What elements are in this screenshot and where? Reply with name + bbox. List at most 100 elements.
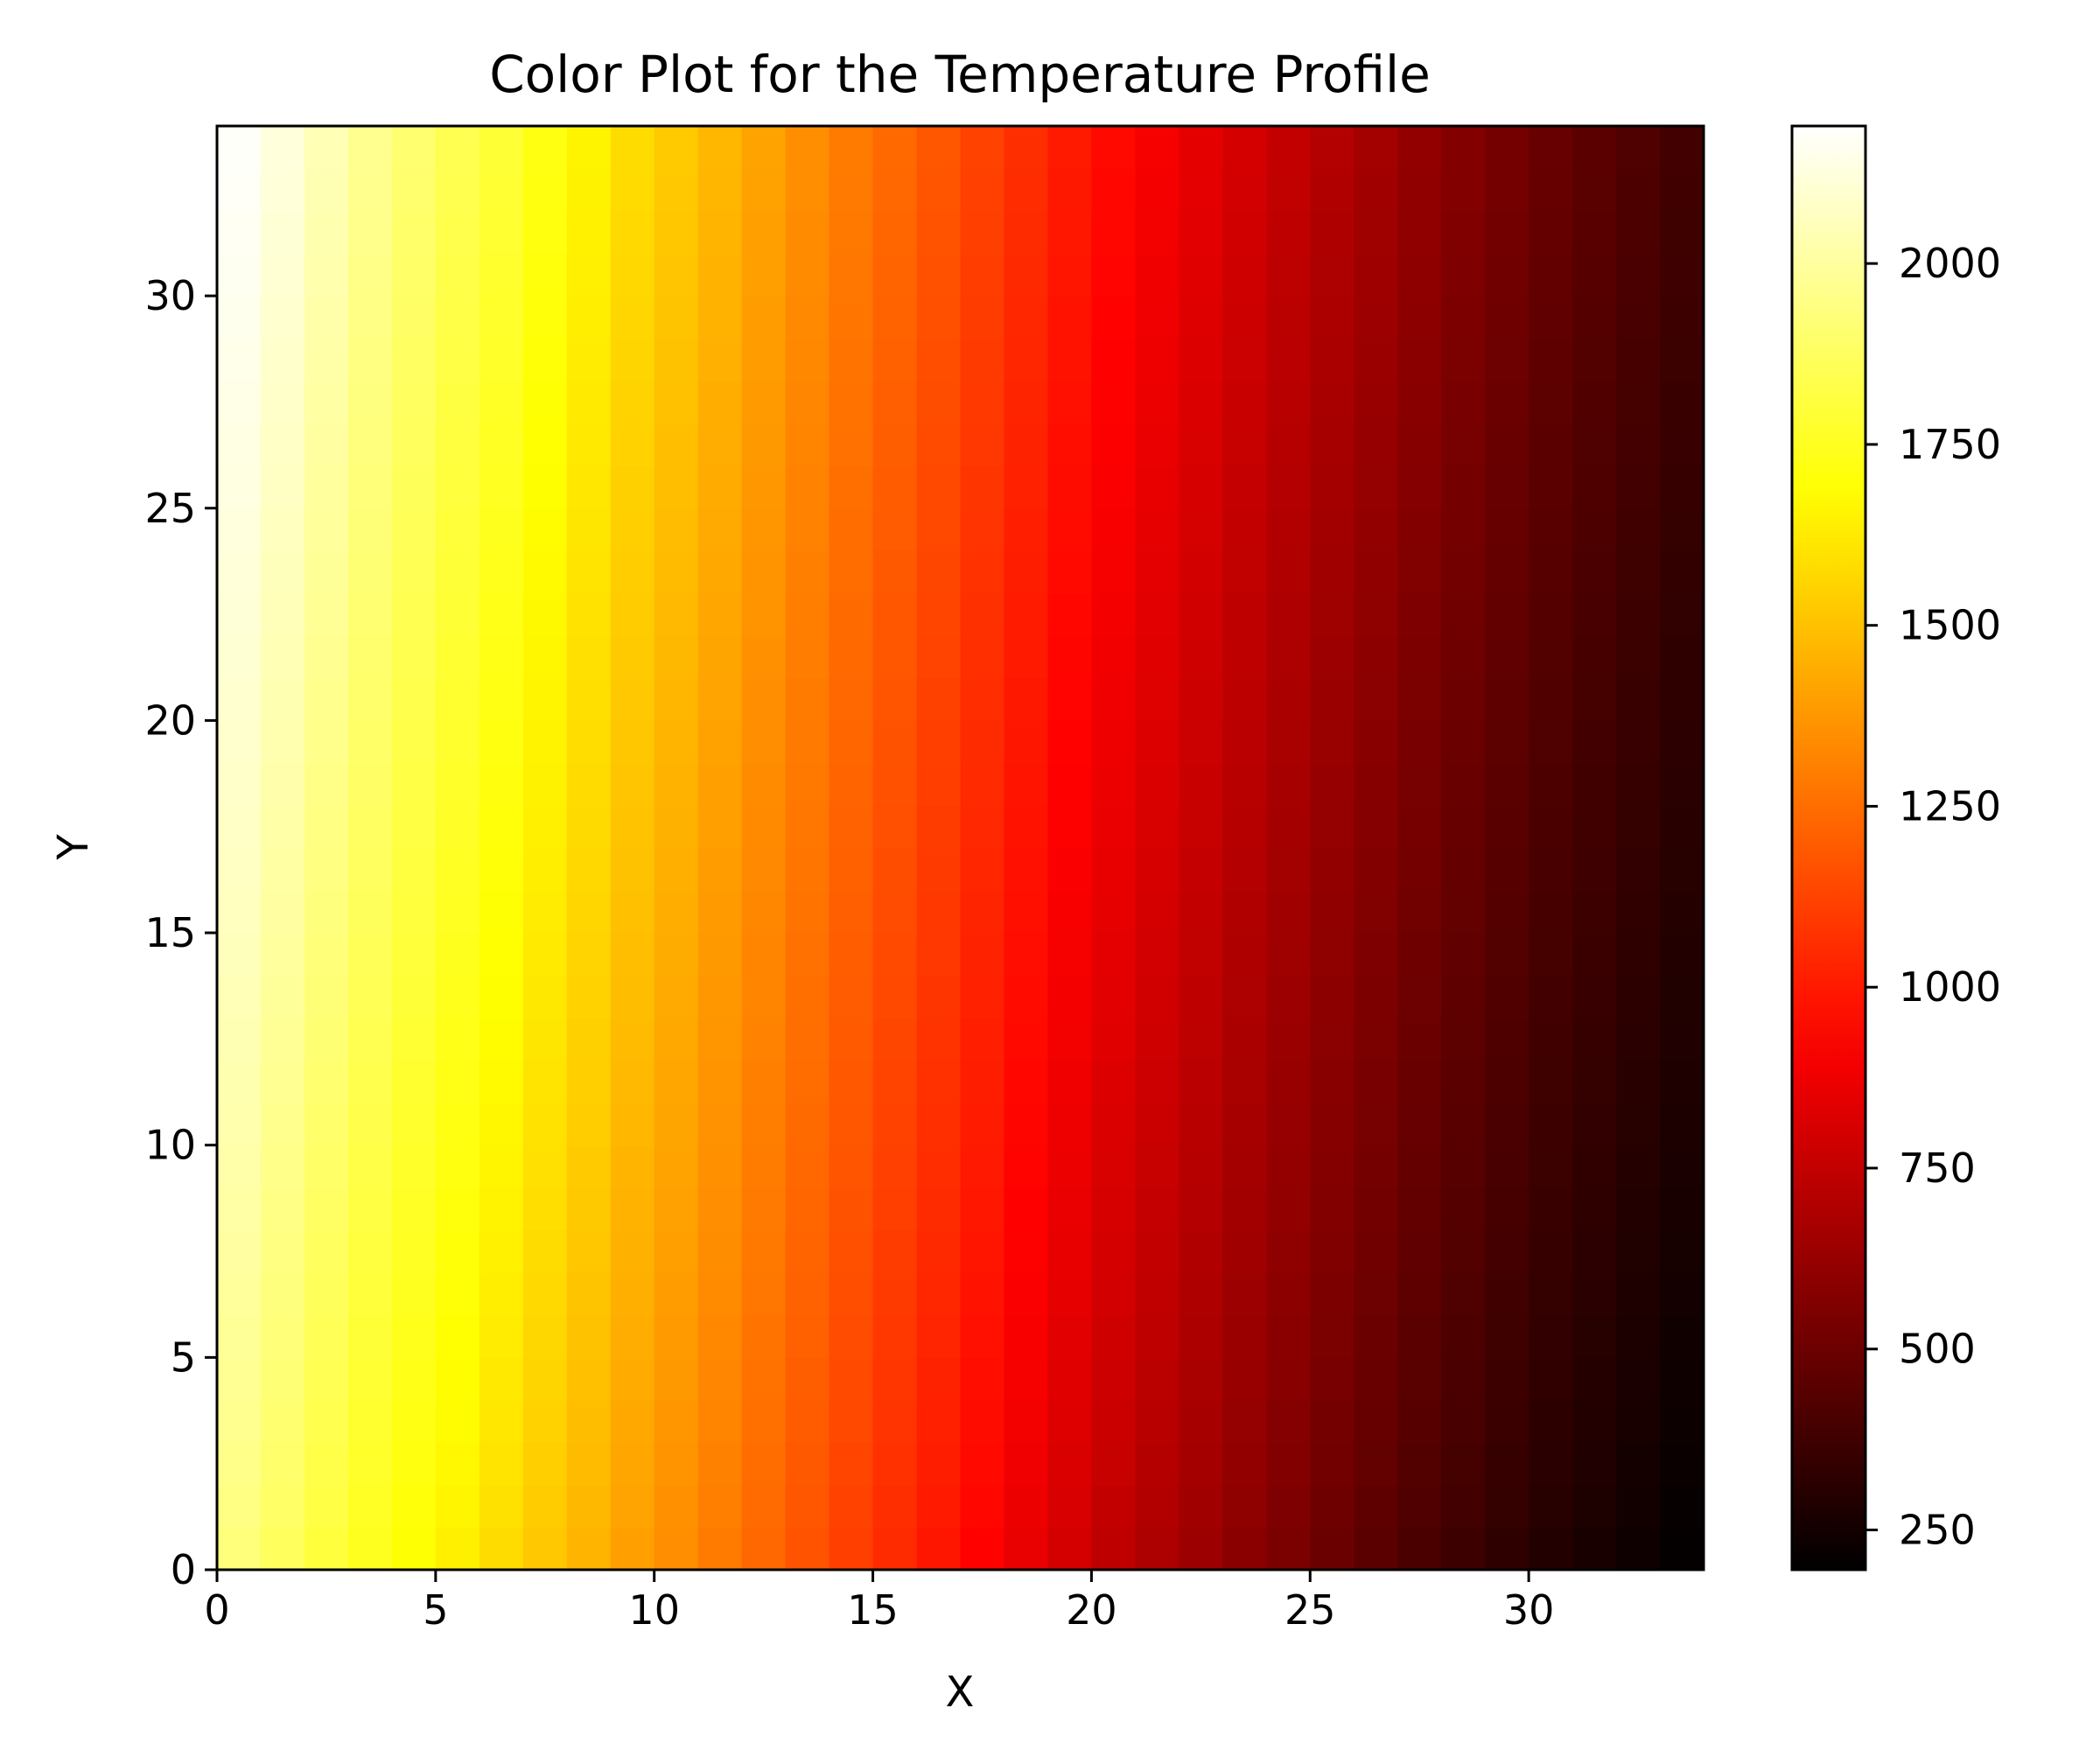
- heatmap-cell: [1529, 381, 1573, 424]
- heatmap-cell: [435, 805, 480, 849]
- heatmap-cell: [1179, 1484, 1223, 1529]
- heatmap-cell: [1441, 423, 1486, 466]
- heatmap-cell: [260, 1442, 305, 1486]
- heatmap-cell: [1354, 1527, 1398, 1571]
- heatmap-cell: [522, 848, 568, 892]
- x-tick-label: 20: [1066, 1586, 1117, 1634]
- heatmap-cell: [1529, 1527, 1573, 1571]
- heatmap-cell: [1397, 211, 1442, 255]
- heatmap-cell: [1572, 1060, 1617, 1103]
- heatmap-cell: [1616, 848, 1661, 892]
- heatmap-cell: [610, 635, 655, 679]
- heatmap-grid: [217, 126, 1704, 1571]
- heatmap-cell: [1485, 805, 1530, 849]
- heatmap-cell: [1616, 1144, 1661, 1188]
- heatmap-cell: [785, 296, 830, 340]
- heatmap-cell: [522, 423, 568, 466]
- heatmap-cell: [1354, 975, 1398, 1018]
- heatmap-cell: [785, 211, 830, 255]
- heatmap-cell: [479, 1229, 524, 1273]
- heatmap-cell: [522, 1357, 568, 1401]
- heatmap-cell: [391, 933, 437, 976]
- heatmap-cell: [1222, 296, 1267, 340]
- heatmap-cell: [1091, 1442, 1136, 1486]
- heatmap-cell: [916, 1144, 962, 1188]
- heatmap-cell: [1529, 466, 1573, 509]
- heatmap-cell: [960, 1144, 1005, 1188]
- heatmap-cell: [654, 1527, 699, 1571]
- heatmap-cell: [1310, 762, 1354, 807]
- heatmap-cell: [960, 1102, 1005, 1146]
- heatmap-cell: [610, 762, 655, 807]
- heatmap-cell: [654, 1018, 699, 1061]
- heatmap-cell: [654, 762, 699, 807]
- heatmap-cell: [916, 805, 962, 849]
- heatmap-cell: [1222, 508, 1267, 551]
- heatmap-cell: [217, 1357, 262, 1401]
- heatmap-cell: [654, 933, 699, 976]
- heatmap-cell: [741, 1527, 787, 1571]
- heatmap-cell: [1529, 338, 1573, 382]
- heatmap-cell: [1135, 296, 1180, 340]
- heatmap-cell: [522, 1527, 568, 1571]
- heatmap-cell: [1572, 381, 1617, 424]
- heatmap-cell: [1441, 253, 1486, 297]
- heatmap-cell: [1004, 1060, 1049, 1103]
- heatmap-cell: [1135, 1187, 1180, 1231]
- heatmap-cell: [872, 466, 918, 509]
- heatmap-cell: [610, 1272, 655, 1316]
- heatmap-cell: [1004, 211, 1049, 255]
- heatmap-cell: [1660, 381, 1704, 424]
- heatmap-cell: [435, 168, 480, 212]
- heatmap-cell: [872, 848, 918, 892]
- heatmap-cell: [566, 805, 612, 849]
- y-tick-label: 10: [144, 1122, 196, 1169]
- heatmap-cell: [1572, 933, 1617, 976]
- heatmap-cell: [391, 423, 437, 466]
- heatmap-cell: [522, 1484, 568, 1529]
- heatmap-cell: [217, 381, 262, 424]
- heatmap-cell: [566, 1187, 612, 1231]
- heatmap-cell: [654, 550, 699, 594]
- heatmap-cell: [1485, 1442, 1530, 1486]
- heatmap-cell: [610, 126, 655, 170]
- heatmap-cell: [566, 168, 612, 212]
- heatmap-cell: [1660, 1018, 1704, 1061]
- heatmap-cell: [916, 677, 962, 722]
- heatmap-cell: [1572, 253, 1617, 297]
- heatmap-cell: [654, 1229, 699, 1273]
- heatmap-cell: [1047, 508, 1093, 551]
- heatmap-cell: [347, 423, 393, 466]
- heatmap-cell: [1266, 211, 1311, 255]
- heatmap-cell: [916, 1229, 962, 1273]
- heatmap-cell: [479, 762, 524, 807]
- heatmap-cell: [1004, 848, 1049, 892]
- heatmap-cell: [872, 1018, 918, 1061]
- heatmap-cell: [916, 338, 962, 382]
- heatmap-cell: [610, 975, 655, 1018]
- heatmap-cell: [1660, 1187, 1704, 1231]
- heatmap-cell: [1441, 933, 1486, 976]
- heatmap-cell: [347, 592, 393, 636]
- heatmap-cell: [391, 1314, 437, 1358]
- heatmap-cell: [1397, 1018, 1442, 1061]
- heatmap-cell: [1310, 253, 1354, 297]
- heatmap-cell: [1485, 592, 1530, 636]
- heatmap-cell: [347, 211, 393, 255]
- heatmap-cell: [1397, 1144, 1442, 1188]
- heatmap-cell: [916, 1357, 962, 1401]
- heatmap-cell: [1179, 1527, 1223, 1571]
- heatmap-cell: [566, 635, 612, 679]
- heatmap-cell: [1529, 1144, 1573, 1188]
- heatmap-cell: [1222, 592, 1267, 636]
- heatmap-cell: [1266, 1527, 1311, 1571]
- heatmap-cell: [1572, 890, 1617, 934]
- colorbar-tick-label: 500: [1899, 1326, 1976, 1373]
- heatmap-cell: [1222, 1484, 1267, 1529]
- heatmap-cell: [654, 508, 699, 551]
- heatmap-cell: [391, 1272, 437, 1316]
- heatmap-cell: [960, 890, 1005, 934]
- heatmap-cell: [1616, 1229, 1661, 1273]
- heatmap-cell: [1047, 848, 1093, 892]
- heatmap-cell: [872, 423, 918, 466]
